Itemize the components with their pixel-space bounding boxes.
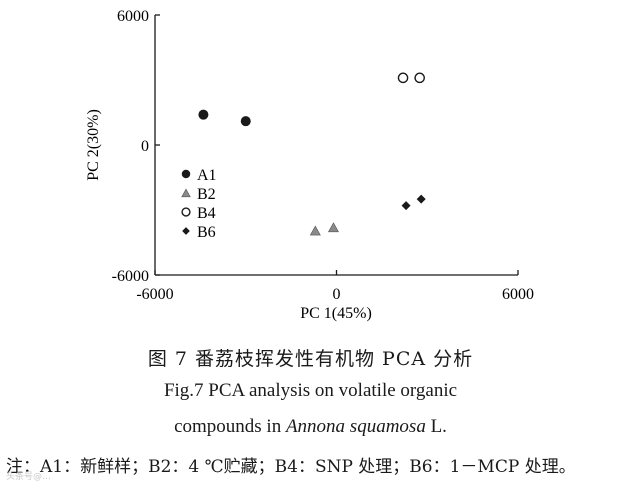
legend-marker-b4 [181,207,191,217]
point-b6 [416,194,426,204]
x-axis-label: PC 1(45%) [300,305,372,322]
figure-caption-en-line2: compounds in Annona squamosa L. [0,416,621,438]
point-b2 [309,225,321,236]
axes [154,14,519,276]
figure-caption-cn: 图 7 番荔枝挥发性有机物 PCA 分析 [147,348,474,370]
legend-marker-b6 [182,227,190,235]
y-tick-label: 0 [141,138,149,155]
legend-label-b4: B4 [197,205,216,222]
legend-label-a1: A1 [197,167,217,184]
tick-labels: -6000 0 6000 6000 0 -6000 [112,8,534,303]
x-tick-label: 0 [333,286,341,303]
legend-marker-b2 [181,188,191,198]
legend-label-b2: B2 [197,186,216,203]
point-b6 [401,201,411,211]
y-tick-label: 6000 [117,8,149,25]
x-tick-label: 6000 [502,286,534,303]
x-tick-label: -6000 [136,286,173,303]
legend-label-b6: B6 [197,224,216,241]
y-axis-label: PC 2(30%) [85,109,102,181]
point-b4 [414,72,425,84]
point-a1 [240,116,251,127]
y-tick-label: -6000 [112,268,149,285]
figure-caption-en-line1: Fig.7 PCA analysis on volatile organic [163,380,458,401]
data-points [198,72,426,236]
figure-note: 注：A1：新鲜样；B2：4 ℃贮藏；B4：SNP 处理；B6：1－MCP 处理。 [6,457,576,477]
legend: A1 B2 B4 B6 [181,167,217,241]
caption-suffix: L. [425,416,447,437]
point-b4 [397,72,409,84]
legend-marker-a1 [181,169,191,179]
caption-prefix: compounds in [174,416,286,437]
point-a1 [198,109,209,120]
caption-species-name: Annona squamosa [285,416,426,437]
watermark: 头条号@… [6,472,52,482]
point-b2 [327,222,339,233]
